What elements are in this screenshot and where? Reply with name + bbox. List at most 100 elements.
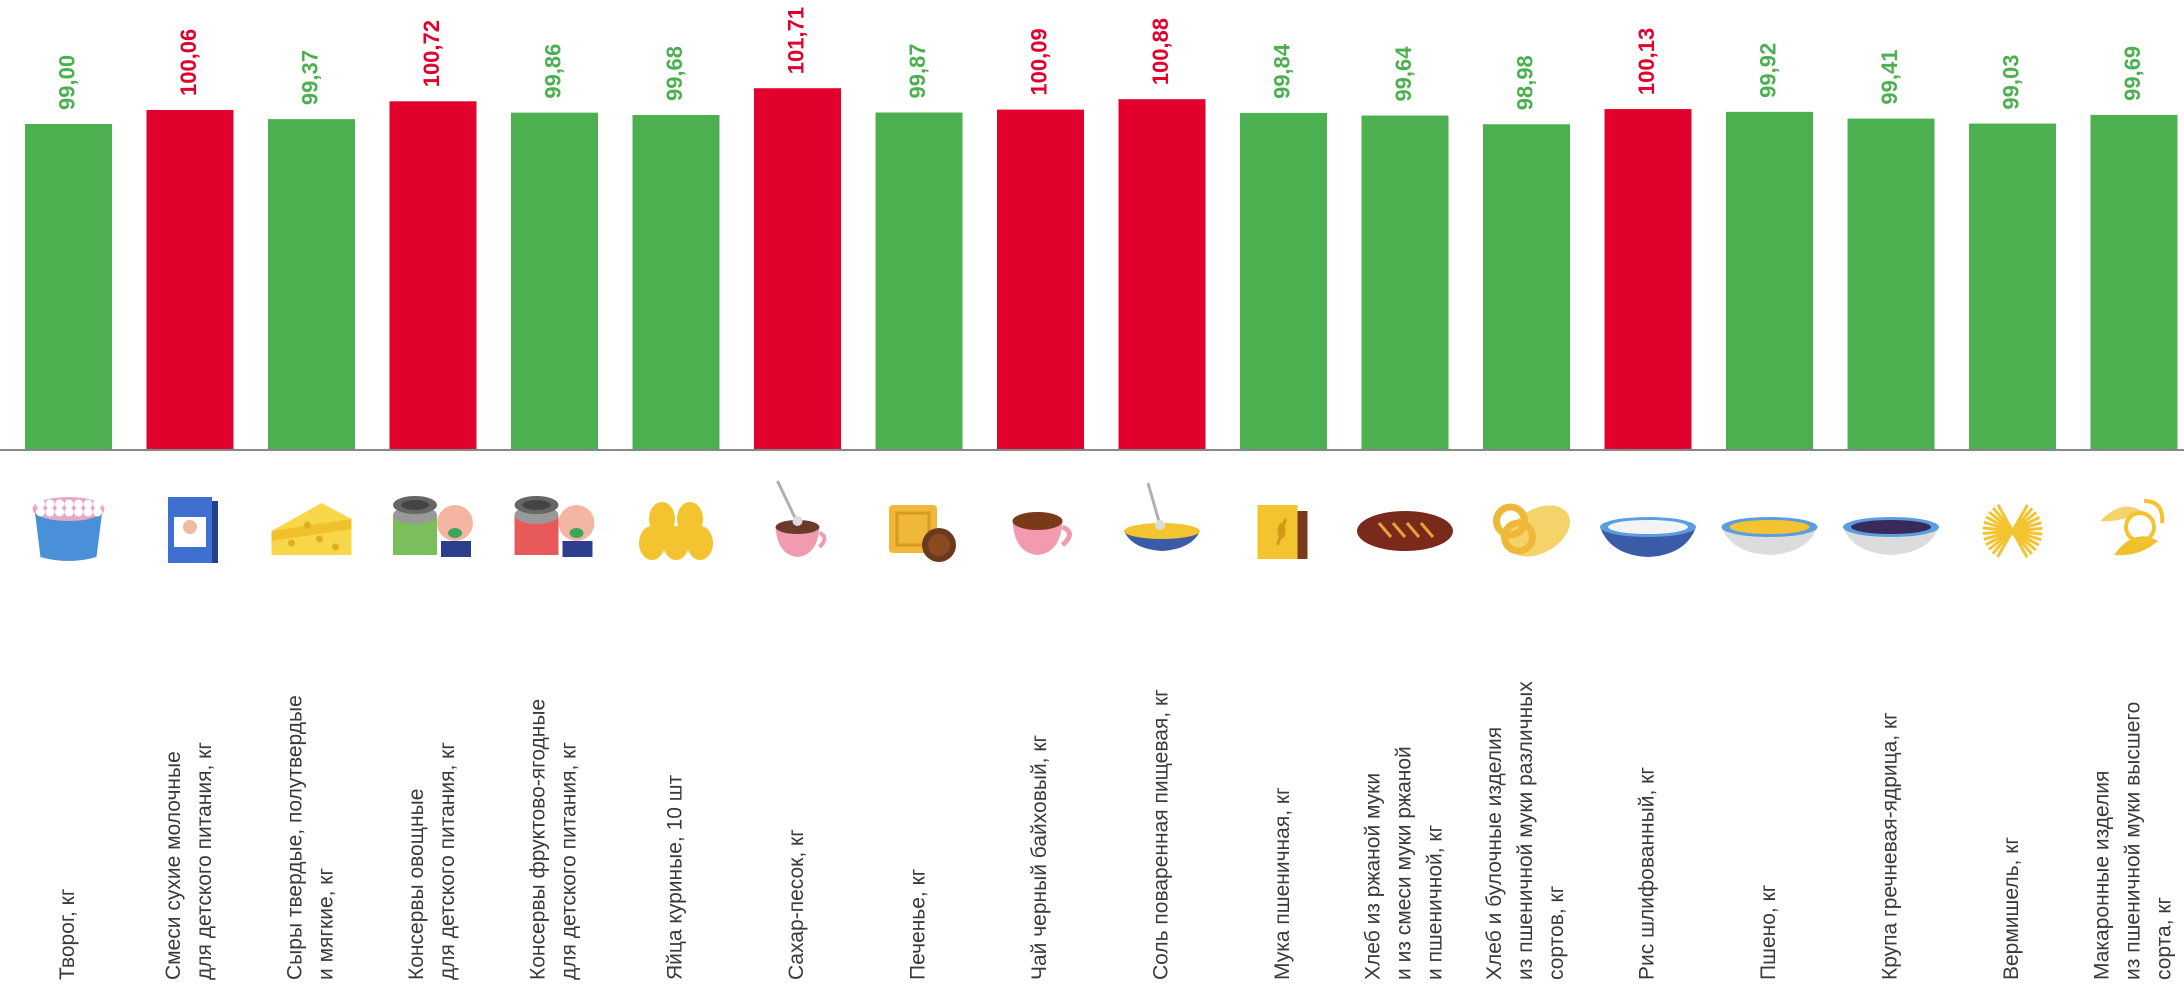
value-label: 100,13 [1634, 28, 1659, 95]
category-labels-layer: Творог, кг Смеси сухие молочные для детско… [56, 681, 2176, 980]
bar [1604, 109, 1692, 451]
category-label-line: для детского питания, кг [558, 742, 581, 980]
category-label-line: Яйца куриные, 10 шт [664, 774, 687, 980]
bar [1726, 111, 1813, 450]
category-label: Хлеб и булочные изделия из пшеничной муки… [1483, 681, 1568, 980]
bar [2090, 114, 2178, 450]
value-label: 99,84 [1269, 43, 1294, 99]
category-label-line: Пшено, кг [1757, 884, 1780, 980]
bar [1240, 112, 1327, 451]
value-label: 99,64 [1391, 46, 1416, 102]
category-label: Яйца куриные, 10 шт [664, 774, 687, 980]
rice-bowl-icon [1600, 517, 1696, 557]
value-label: 100,06 [176, 29, 201, 96]
category-label-line: Сахар-песок, кг [785, 829, 808, 980]
value-label: 99,03 [1998, 55, 2023, 110]
category-label: Консервы овощные для детского питания, кг [405, 742, 459, 980]
category-label-line: Печенье, кг [907, 868, 930, 980]
category-label-line: Консервы овощные [405, 789, 428, 980]
value-label: 99,86 [540, 44, 565, 99]
category-label-line: и из смеси муки ржаной [1393, 746, 1416, 980]
category-label-line: сорта, кг [2153, 896, 2176, 980]
category-label: Соль поваренная пищевая, кг [1150, 689, 1173, 980]
category-label-line: Макаронные изделия [2091, 771, 2114, 980]
category-label: Чай черный байховый, кг [1028, 734, 1051, 980]
category-label-line: и мягкие, кг [315, 868, 338, 980]
vermicelli-icon [1982, 504, 2043, 558]
category-label: Крупа гречневая-ядрица, кг [1879, 712, 1902, 980]
category-label-line: из пшеничной муки различных [1514, 681, 1537, 980]
category-label-line: сортов, кг [1545, 885, 1568, 980]
bar [511, 112, 598, 450]
cookies-icon [889, 505, 956, 562]
millet-bowl-icon [1721, 517, 1818, 555]
category-label: Печенье, кг [907, 868, 930, 980]
category-label-line: Рис шлифованный, кг [1636, 767, 1659, 980]
sugar-cup-icon [775, 480, 827, 557]
value-label: 99,68 [662, 46, 687, 101]
value-label: 98,98 [1512, 55, 1537, 110]
category-label: Мука пшеничная, кг [1271, 787, 1294, 980]
bar [754, 88, 841, 450]
category-label: Консервы фруктово-ягодные для детского пи… [527, 699, 581, 980]
eggs-icon [639, 502, 713, 560]
value-label: 99,92 [1755, 43, 1780, 98]
category-label-line: из пшеничной муки высшего [2122, 702, 2145, 980]
baby-formula-box-icon [168, 497, 218, 563]
flour-bag-icon [1257, 505, 1308, 559]
bar [1118, 99, 1206, 451]
salt-bowl-icon [1124, 482, 1200, 551]
category-label-line: Вермишель, кг [2000, 837, 2023, 980]
category-label-line: Мука пшеничная, кг [1271, 787, 1294, 980]
bar [875, 112, 963, 451]
value-label: 101,71 [783, 7, 808, 74]
category-label: Смеси сухие молочные для детского питания… [162, 742, 216, 980]
category-label: Рис шлифованный, кг [1636, 767, 1659, 980]
bar [25, 124, 112, 450]
tea-cup-icon [1012, 512, 1072, 555]
fruit-baby-food-can-icon [514, 496, 595, 557]
bar [146, 110, 234, 451]
category-label: Сыры твердые, полутвердые и мягкие, кг [284, 695, 338, 980]
value-label: 99,41 [1877, 50, 1902, 105]
bar [1361, 115, 1449, 450]
category-label: Сахар-песок, кг [785, 829, 808, 980]
bar [389, 101, 477, 451]
vegetable-baby-food-can-icon [393, 496, 473, 557]
rye-bread-icon [1357, 511, 1453, 551]
category-label-line: Хлеб из ржаной муки [1362, 773, 1385, 980]
value-label: 100,88 [1148, 18, 1173, 85]
value-label: 99,87 [905, 43, 930, 98]
category-label-line: и пшеничной, кг [1424, 824, 1447, 980]
value-label: 100,72 [419, 20, 444, 87]
value-label: 99,37 [297, 50, 322, 105]
category-label-line: Крупа гречневая-ядрица, кг [1879, 712, 1902, 980]
category-label: Творог, кг [56, 888, 79, 980]
bars-layer [25, 88, 2178, 451]
value-label: 100,09 [1026, 28, 1051, 95]
cottage-cheese-bowl-icon [32, 497, 105, 561]
cheese-icon [271, 503, 352, 555]
category-label-line: Сыры твердые, полутвердые [284, 695, 307, 980]
bar [632, 115, 720, 451]
pasta-icon [2100, 499, 2165, 556]
bar [268, 119, 355, 450]
buckwheat-bowl-icon [1843, 517, 1939, 555]
category-label: Вермишель, кг [2000, 837, 2023, 980]
value-label: 99,00 [54, 55, 79, 110]
category-label-line: Хлеб и булочные изделия [1483, 727, 1506, 980]
category-label-line: для детского питания, кг [193, 742, 216, 980]
bar [1483, 124, 1570, 450]
value-labels-layer: 99,00 100,06 99,37 100,72 99,86 99,68 101,71 99… [54, 7, 2145, 110]
category-label-line: Смеси сухие молочные [162, 751, 185, 980]
category-label-line: Чай черный байховый, кг [1028, 734, 1051, 980]
bar [1969, 123, 2056, 450]
bar [997, 109, 1084, 450]
category-label: Макаронные изделия из пшеничной муки высш… [2091, 702, 2176, 980]
category-icons-layer [32, 480, 2165, 563]
category-label-line: Соль поваренная пищевая, кг [1150, 689, 1173, 980]
bar [1847, 118, 1935, 450]
category-label: Хлеб из ржаной муки и из смеси муки ржано… [1362, 746, 1447, 980]
category-label-line: для детского питания, кг [436, 742, 459, 980]
